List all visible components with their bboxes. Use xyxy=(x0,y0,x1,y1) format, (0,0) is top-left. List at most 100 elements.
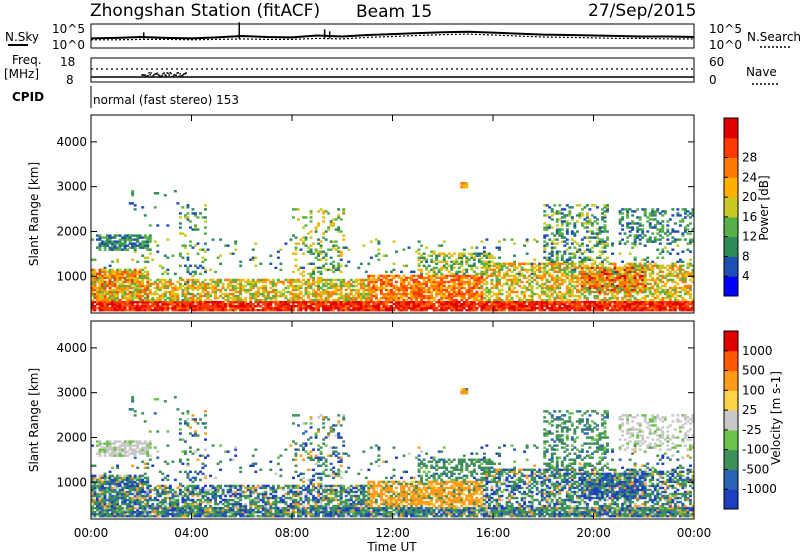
power-cell xyxy=(538,296,542,300)
power-cell xyxy=(603,242,607,245)
power-cell xyxy=(500,300,504,304)
power-cell xyxy=(226,286,230,290)
power-cell xyxy=(397,290,401,294)
velocity-cell xyxy=(96,440,99,443)
power-cell xyxy=(636,228,640,231)
power-cell xyxy=(638,308,642,312)
power-cell xyxy=(196,292,200,296)
power-cell xyxy=(173,300,177,304)
power-cell xyxy=(372,282,376,286)
power-cell xyxy=(673,230,677,233)
power-cell xyxy=(447,298,451,302)
power-cell xyxy=(583,236,587,239)
power-cell xyxy=(558,308,562,312)
power-cell xyxy=(583,306,587,310)
power-cell xyxy=(274,292,278,296)
power-cell xyxy=(555,262,559,266)
power-cell xyxy=(573,262,577,266)
power-cell xyxy=(337,292,341,296)
velocity-cell xyxy=(98,454,102,457)
power-cell xyxy=(259,300,263,304)
power-cell xyxy=(367,308,371,312)
power-cell xyxy=(199,306,202,310)
power-cell xyxy=(324,302,328,306)
power-cell xyxy=(379,284,383,288)
power-cell xyxy=(641,274,645,278)
power-cell xyxy=(113,284,117,288)
power-cell xyxy=(389,270,393,274)
power-cell xyxy=(163,290,167,294)
power-cell xyxy=(103,236,107,239)
power-cell xyxy=(118,242,122,245)
power-cell xyxy=(219,290,223,294)
power-cell xyxy=(663,284,667,288)
power-cell xyxy=(319,290,323,294)
power-cell xyxy=(470,306,474,310)
power-cell xyxy=(608,278,612,282)
power-cell xyxy=(455,258,459,261)
velocity-cell xyxy=(101,490,104,494)
power-cell xyxy=(606,210,609,213)
power-cell xyxy=(548,306,552,310)
power-cell xyxy=(683,238,687,241)
power-cell xyxy=(505,270,509,274)
power-cell xyxy=(108,288,112,292)
freq-point xyxy=(158,74,160,77)
power-cell xyxy=(560,298,564,302)
power-cell xyxy=(314,306,318,310)
power-cell xyxy=(337,230,341,233)
power-cell xyxy=(686,210,690,213)
power-cell xyxy=(183,286,187,290)
power-cell xyxy=(495,286,499,290)
power-cell xyxy=(493,302,496,306)
power-cell xyxy=(460,264,464,268)
power-cell xyxy=(196,278,200,282)
power-cell xyxy=(168,284,172,288)
velocity-cell xyxy=(91,510,94,514)
velocity-cell xyxy=(91,474,94,478)
power-cell xyxy=(297,306,300,310)
power-cell xyxy=(108,268,112,272)
power-cell xyxy=(405,308,408,312)
power-cell xyxy=(593,302,597,306)
power-cell xyxy=(508,262,511,266)
power-cell xyxy=(550,294,554,298)
power-cell xyxy=(239,280,243,284)
power-cell xyxy=(668,252,672,255)
power-cell xyxy=(593,220,597,223)
power-cell xyxy=(420,284,424,288)
power-cell xyxy=(493,262,496,266)
power-cell xyxy=(171,294,175,298)
power-cell xyxy=(585,266,589,270)
power-cell xyxy=(397,288,401,292)
power-cell xyxy=(621,238,625,241)
power-cell xyxy=(204,286,207,290)
power-cell xyxy=(626,222,630,225)
power-cell xyxy=(239,264,243,268)
power-cell xyxy=(317,238,321,241)
freq-point xyxy=(155,73,157,75)
power-cell xyxy=(226,244,230,247)
power-cell xyxy=(606,236,609,239)
power-cell xyxy=(382,282,386,286)
power-cell xyxy=(234,300,238,304)
power-cell xyxy=(199,292,202,296)
power-cell xyxy=(543,210,547,213)
velocity-cell xyxy=(98,440,102,443)
power-cell xyxy=(545,284,549,288)
power-cell xyxy=(417,292,421,296)
power-cell xyxy=(503,272,506,276)
power-cell xyxy=(322,298,326,302)
power-cell xyxy=(309,248,313,251)
power-cell xyxy=(430,306,434,310)
power-cell xyxy=(425,272,429,276)
power-cell xyxy=(111,282,115,286)
power-cell xyxy=(495,294,499,298)
power-cell xyxy=(128,270,132,274)
power-cell xyxy=(565,288,569,292)
power-cell xyxy=(616,298,620,302)
power-cell xyxy=(555,260,559,264)
power-cell xyxy=(678,304,682,308)
power-cell xyxy=(405,286,408,290)
power-cell xyxy=(596,304,599,308)
